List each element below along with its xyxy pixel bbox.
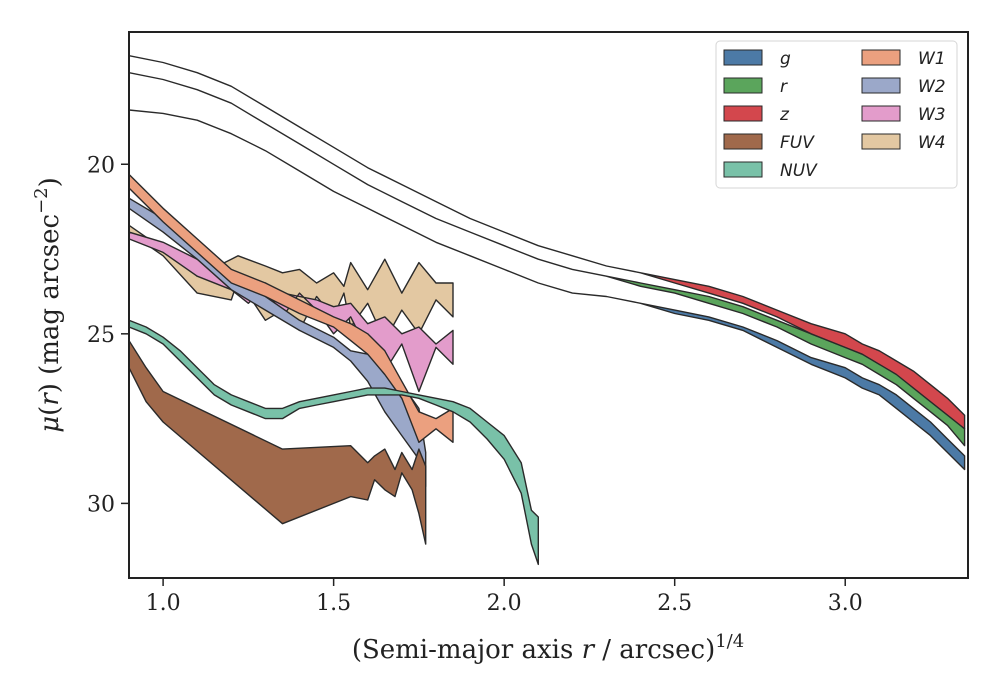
y-axis-label-rest: ) (mag arcsec — [35, 214, 65, 393]
y-axis-label-mu: μ — [35, 416, 65, 433]
legend-item-w1: W1 — [861, 49, 946, 69]
bands-layer — [129, 55, 966, 566]
band-fuv — [129, 339, 427, 545]
legend-swatch — [861, 105, 901, 122]
legend-label: W3 — [918, 105, 946, 125]
y-axis-label-sup: −2 — [31, 187, 52, 214]
legend: grz FUV NUV W1 W2 W3 W4 — [715, 40, 958, 189]
band-w1 — [129, 173, 454, 443]
band-r — [129, 72, 966, 447]
plot-frame — [128, 31, 969, 579]
x-axis-label-prefix: (Semi-major axis — [352, 635, 582, 665]
legend-swatch — [723, 49, 763, 66]
y-axis-label: μ(r) (mag arcsec−2) — [31, 177, 65, 433]
legend-swatch — [861, 49, 901, 66]
y-tick-label: 25 — [87, 323, 115, 348]
legend-swatch — [723, 105, 763, 122]
y-tick-label: 30 — [87, 492, 115, 517]
x-tick-label: 1.5 — [316, 591, 351, 616]
legend-swatch — [723, 161, 763, 178]
legend-item-w3: W3 — [861, 105, 946, 125]
x-tick-label: 1.0 — [146, 591, 181, 616]
legend-label: W2 — [918, 77, 946, 97]
legend-label: NUV — [780, 161, 818, 181]
y-tick-label: 20 — [87, 153, 115, 178]
legend-item-z: z — [723, 105, 790, 125]
y-axis-label-close: ) — [35, 177, 65, 187]
legend-label: W4 — [918, 133, 946, 153]
x-axis-label-var: r — [582, 635, 596, 665]
y-axis-label-var: r — [35, 392, 65, 406]
legend-item-fuv: FUV — [723, 133, 815, 153]
legend-swatch — [723, 133, 763, 150]
legend-swatch — [723, 77, 763, 94]
legend-item-nuv: NUV — [723, 161, 818, 181]
legend-label: r — [780, 77, 788, 97]
y-axis-label-paren: ( — [35, 406, 65, 416]
legend-item-g: g — [723, 49, 791, 69]
x-tick-label: 3.0 — [828, 591, 863, 616]
x-tick-label: 2.0 — [487, 591, 522, 616]
legend-label: z — [779, 105, 790, 125]
legend-item-r: r — [723, 77, 788, 97]
x-axis-label-mid: / arcsec) — [594, 635, 715, 665]
band-w4 — [129, 224, 454, 342]
ticks-layer: 1.0 1.5 2.0 2.5 3.0 20 25 30 — [87, 153, 863, 616]
band-z — [129, 55, 966, 430]
legend-label: W1 — [918, 49, 946, 69]
band-g — [129, 109, 966, 471]
x-tick-label: 2.5 — [657, 591, 692, 616]
x-axis-label-sup: 1/4 — [715, 631, 744, 652]
legend-label: FUV — [780, 133, 815, 153]
legend-item-w2: W2 — [861, 77, 946, 97]
legend-label: g — [780, 49, 791, 69]
legend-item-w4: W4 — [861, 133, 946, 153]
legend-swatch — [861, 77, 901, 94]
legend-swatch — [861, 133, 901, 150]
x-axis-label: (Semi-major axis r / arcsec)1/4 — [352, 631, 744, 665]
band-nuv — [129, 319, 539, 566]
